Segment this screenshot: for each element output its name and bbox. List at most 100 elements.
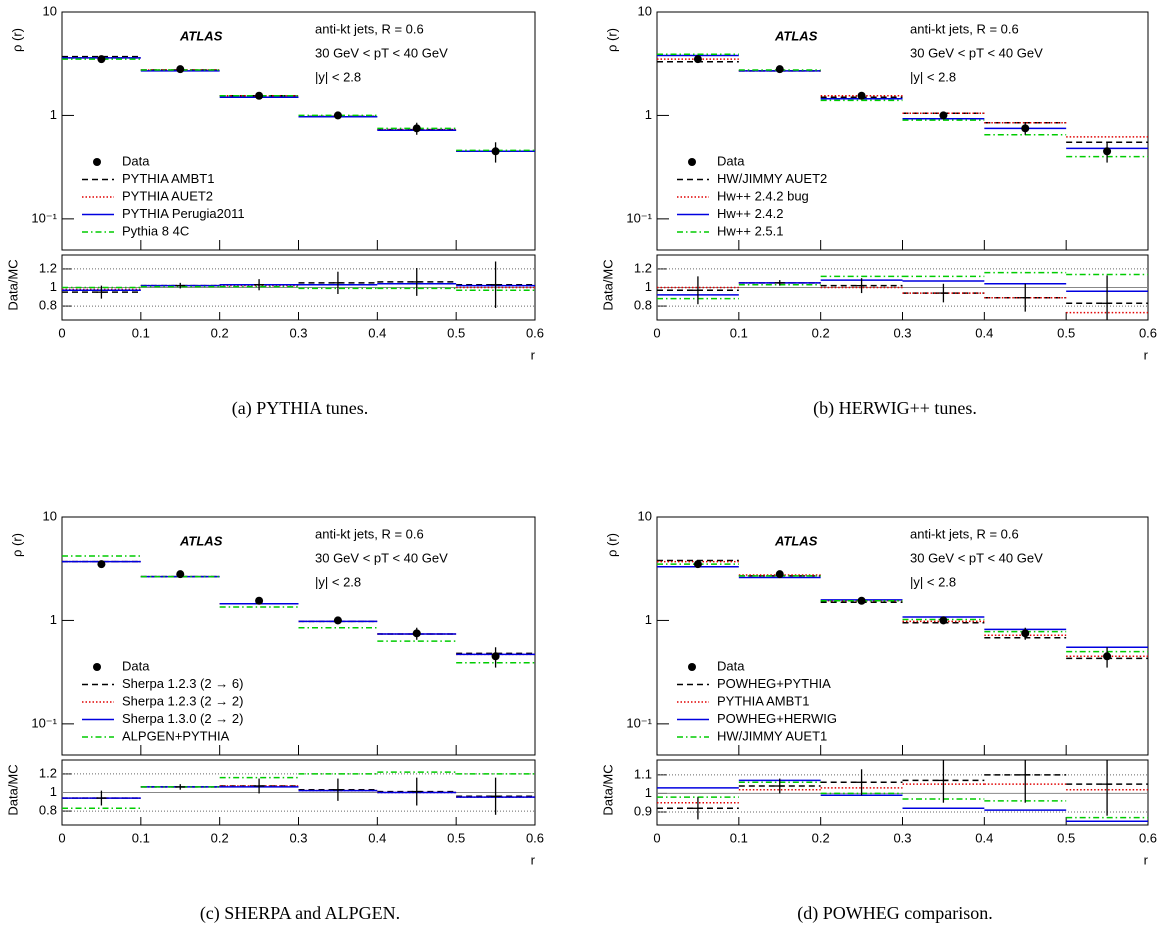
legend-label: PYTHIA AUET2: [122, 188, 213, 203]
data-point: [939, 111, 948, 120]
y-axis-label: ρ (r): [9, 533, 24, 557]
legend-label: PYTHIA AMBT1: [717, 693, 809, 708]
legend-label: Pythia 8 4C: [122, 223, 189, 238]
x-tick-label: 0.4: [975, 830, 993, 845]
legend-label: Sherpa 1.2.3 (2 → 6): [122, 676, 243, 691]
annotation: |y| < 2.8: [315, 69, 361, 84]
ratio-tick-label: 1.2: [39, 260, 57, 275]
legend-label: HW/JIMMY AUET2: [717, 171, 827, 186]
data-point: [693, 55, 702, 64]
data-point: [176, 65, 185, 74]
data-point: [412, 629, 421, 638]
annotation: 30 GeV < pT < 40 GeV: [315, 550, 448, 565]
atlas-label: ATLAS: [179, 28, 223, 43]
legend-label: HW/JIMMY AUET1: [717, 728, 827, 743]
legend-marker: [93, 663, 101, 671]
legend-marker: [93, 158, 101, 166]
ratio-tick-label: 0.8: [39, 803, 57, 818]
ratio-axis-label: Data/MC: [5, 764, 20, 815]
x-tick-label: 0.4: [368, 830, 386, 845]
legend-label: Data: [717, 153, 745, 168]
annotation: |y| < 2.8: [315, 574, 361, 589]
x-axis-label: r: [1144, 347, 1149, 362]
x-tick-label: 0.5: [1057, 830, 1075, 845]
legend-label: Data: [122, 658, 150, 673]
ratio-tick-label: 1.2: [39, 765, 57, 780]
data-point: [412, 124, 421, 133]
x-tick-label: 0.2: [812, 325, 830, 340]
ratio-tick-label: 1.1: [634, 766, 652, 781]
x-tick-label: 0: [653, 830, 660, 845]
data-point: [775, 570, 784, 579]
y-tick-label: 10: [638, 3, 652, 18]
x-tick-label: 0: [58, 325, 65, 340]
x-tick-label: 0.6: [1139, 830, 1157, 845]
ratio-tick-label: 1: [645, 279, 652, 294]
x-tick-label: 0.3: [893, 830, 911, 845]
x-tick-label: 0.1: [730, 830, 748, 845]
x-tick-label: 0.2: [812, 830, 830, 845]
x-tick-label: 0.1: [730, 325, 748, 340]
x-tick-label: 0.5: [447, 830, 465, 845]
data-point: [491, 147, 500, 156]
ratio-frame: [656, 759, 1149, 826]
x-tick-label: 0.3: [289, 830, 307, 845]
data-point: [1021, 124, 1030, 133]
ratio-axis-label: Data/MC: [5, 259, 20, 310]
annotation: anti-kt jets, R = 0.6: [910, 526, 1019, 541]
legend-label: PYTHIA Perugia2011: [122, 206, 245, 221]
y-tick-label: 10: [43, 508, 57, 523]
y-axis-label: ρ (r): [604, 28, 619, 52]
y-axis-label: ρ (r): [9, 28, 24, 52]
data-point: [333, 616, 342, 625]
data-point: [1103, 652, 1112, 661]
data-point: [1103, 147, 1112, 156]
x-tick-label: 0.6: [526, 830, 544, 845]
x-axis-label: r: [531, 347, 536, 362]
annotation: |y| < 2.8: [910, 69, 956, 84]
x-tick-label: 0.6: [1139, 325, 1157, 340]
x-tick-label: 0.2: [211, 325, 229, 340]
caption: (d) POWHEG comparison.: [797, 903, 992, 924]
annotation: 30 GeV < pT < 40 GeV: [315, 45, 448, 60]
annotation: 30 GeV < pT < 40 GeV: [910, 550, 1043, 565]
ratio-tick-label: 0.8: [39, 298, 57, 313]
data-point: [775, 65, 784, 74]
atlas-label: ATLAS: [774, 533, 818, 548]
y-tick-label: 10: [43, 3, 57, 18]
ratio-tick-label: 1.2: [634, 260, 652, 275]
atlas-label: ATLAS: [179, 533, 223, 548]
legend-label: ALPGEN+PYTHIA: [122, 728, 230, 743]
ratio-axis-label: Data/MC: [600, 764, 615, 815]
y-tick-label: 1: [50, 612, 57, 627]
data-point: [1021, 629, 1030, 638]
legend-label: Hw++ 2.5.1: [717, 223, 784, 238]
data-point: [255, 91, 264, 100]
ratio-tick-label: 1: [645, 785, 652, 800]
annotation: anti-kt jets, R = 0.6: [910, 21, 1019, 36]
x-tick-label: 0.3: [289, 325, 307, 340]
x-tick-label: 0.2: [211, 830, 229, 845]
x-tick-label: 0: [58, 830, 65, 845]
panel: 10⁻¹ 1 10 0.8 1 1.2 0 0.1 0.2 0.3 0.4 0.5 0.6 r ρ (r) D…: [600, 3, 1157, 419]
legend-label: POWHEG+PYTHIA: [717, 676, 831, 691]
y-tick-label: 10⁻¹: [626, 715, 652, 730]
x-tick-label: 0.1: [132, 830, 150, 845]
annotation: |y| < 2.8: [910, 574, 956, 589]
x-tick-label: 0.1: [132, 325, 150, 340]
y-tick-label: 1: [50, 107, 57, 122]
ratio-tick-label: 0.8: [634, 298, 652, 313]
data-point: [857, 91, 866, 100]
legend-label: Data: [122, 153, 150, 168]
annotation: anti-kt jets, R = 0.6: [315, 21, 424, 36]
y-tick-label: 10: [638, 508, 652, 523]
data-point: [491, 652, 500, 661]
caption: (c) SHERPA and ALPGEN.: [200, 903, 400, 924]
data-point: [693, 560, 702, 569]
ratio-tick-label: 1: [50, 279, 57, 294]
panel: 10⁻¹ 1 10 0.9 1 1.1 0 0.1 0.2 0.3 0.4 0.5 0.6 r ρ (r) D…: [600, 508, 1157, 924]
atlas-label: ATLAS: [774, 28, 818, 43]
legend-marker: [688, 663, 696, 671]
panel: 10⁻¹ 1 10 0.8 1 1.2 0 0.1 0.2 0.3 0.4 0.5 0.6 r ρ (r) D…: [5, 508, 544, 924]
caption: (b) HERWIG++ tunes.: [813, 398, 977, 419]
